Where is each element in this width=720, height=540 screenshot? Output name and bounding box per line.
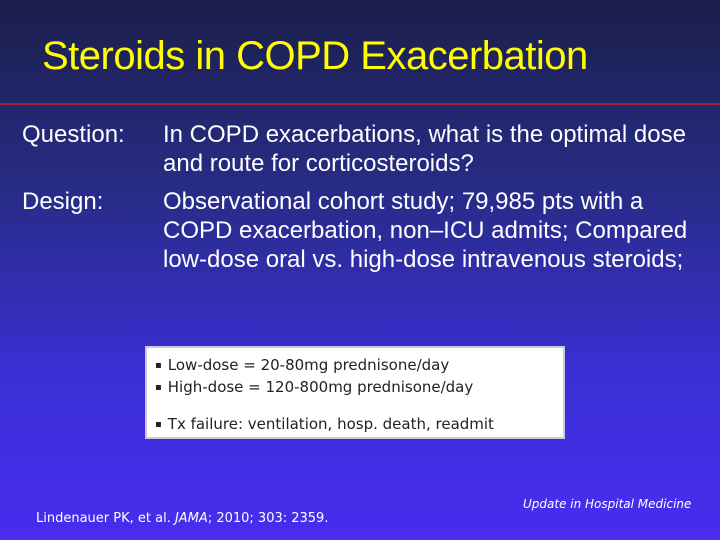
citation: Lindenauer PK, et al. JAMA; 2010; 303: 2… — [36, 511, 328, 526]
citation-authors: Lindenauer PK, et al. — [36, 511, 175, 526]
design-text: Observational cohort study; 79,985 pts w… — [163, 188, 688, 273]
question-text: In COPD exacerbations, what is the optim… — [163, 121, 686, 177]
slide-title: Steroids in COPD Exacerbation — [42, 34, 588, 78]
design-label: Design: — [22, 188, 104, 215]
list-item: ▪ Low-dose = 20-80mg prednisone/day — [155, 356, 449, 374]
list-item-text: Low-dose = 20-80mg prednisone/day — [167, 356, 450, 374]
list-item-text: High-dose = 120-800mg prednisone/day — [167, 378, 474, 396]
question-label: Question: — [22, 121, 125, 148]
bullet-icon: ▪ — [155, 419, 162, 430]
title-divider — [0, 103, 720, 105]
citation-details: ; 2010; 303: 2359. — [207, 511, 329, 526]
bullet-icon: ▪ — [155, 360, 162, 371]
list-item: ▪ High-dose = 120-800mg prednisone/day — [155, 378, 473, 396]
definitions-box: ▪ Low-dose = 20-80mg prednisone/day ▪ High… — [145, 346, 565, 439]
bullet-icon: ▪ — [155, 382, 162, 393]
list-item-text: Tx failure: ventilation, hosp. death, re… — [167, 415, 494, 433]
list-item: ▪ Tx failure: ventilation, hosp. death, r… — [155, 415, 494, 433]
footer-label: Update in Hospital Medicine — [523, 497, 692, 511]
citation-journal: JAMA — [174, 511, 208, 526]
